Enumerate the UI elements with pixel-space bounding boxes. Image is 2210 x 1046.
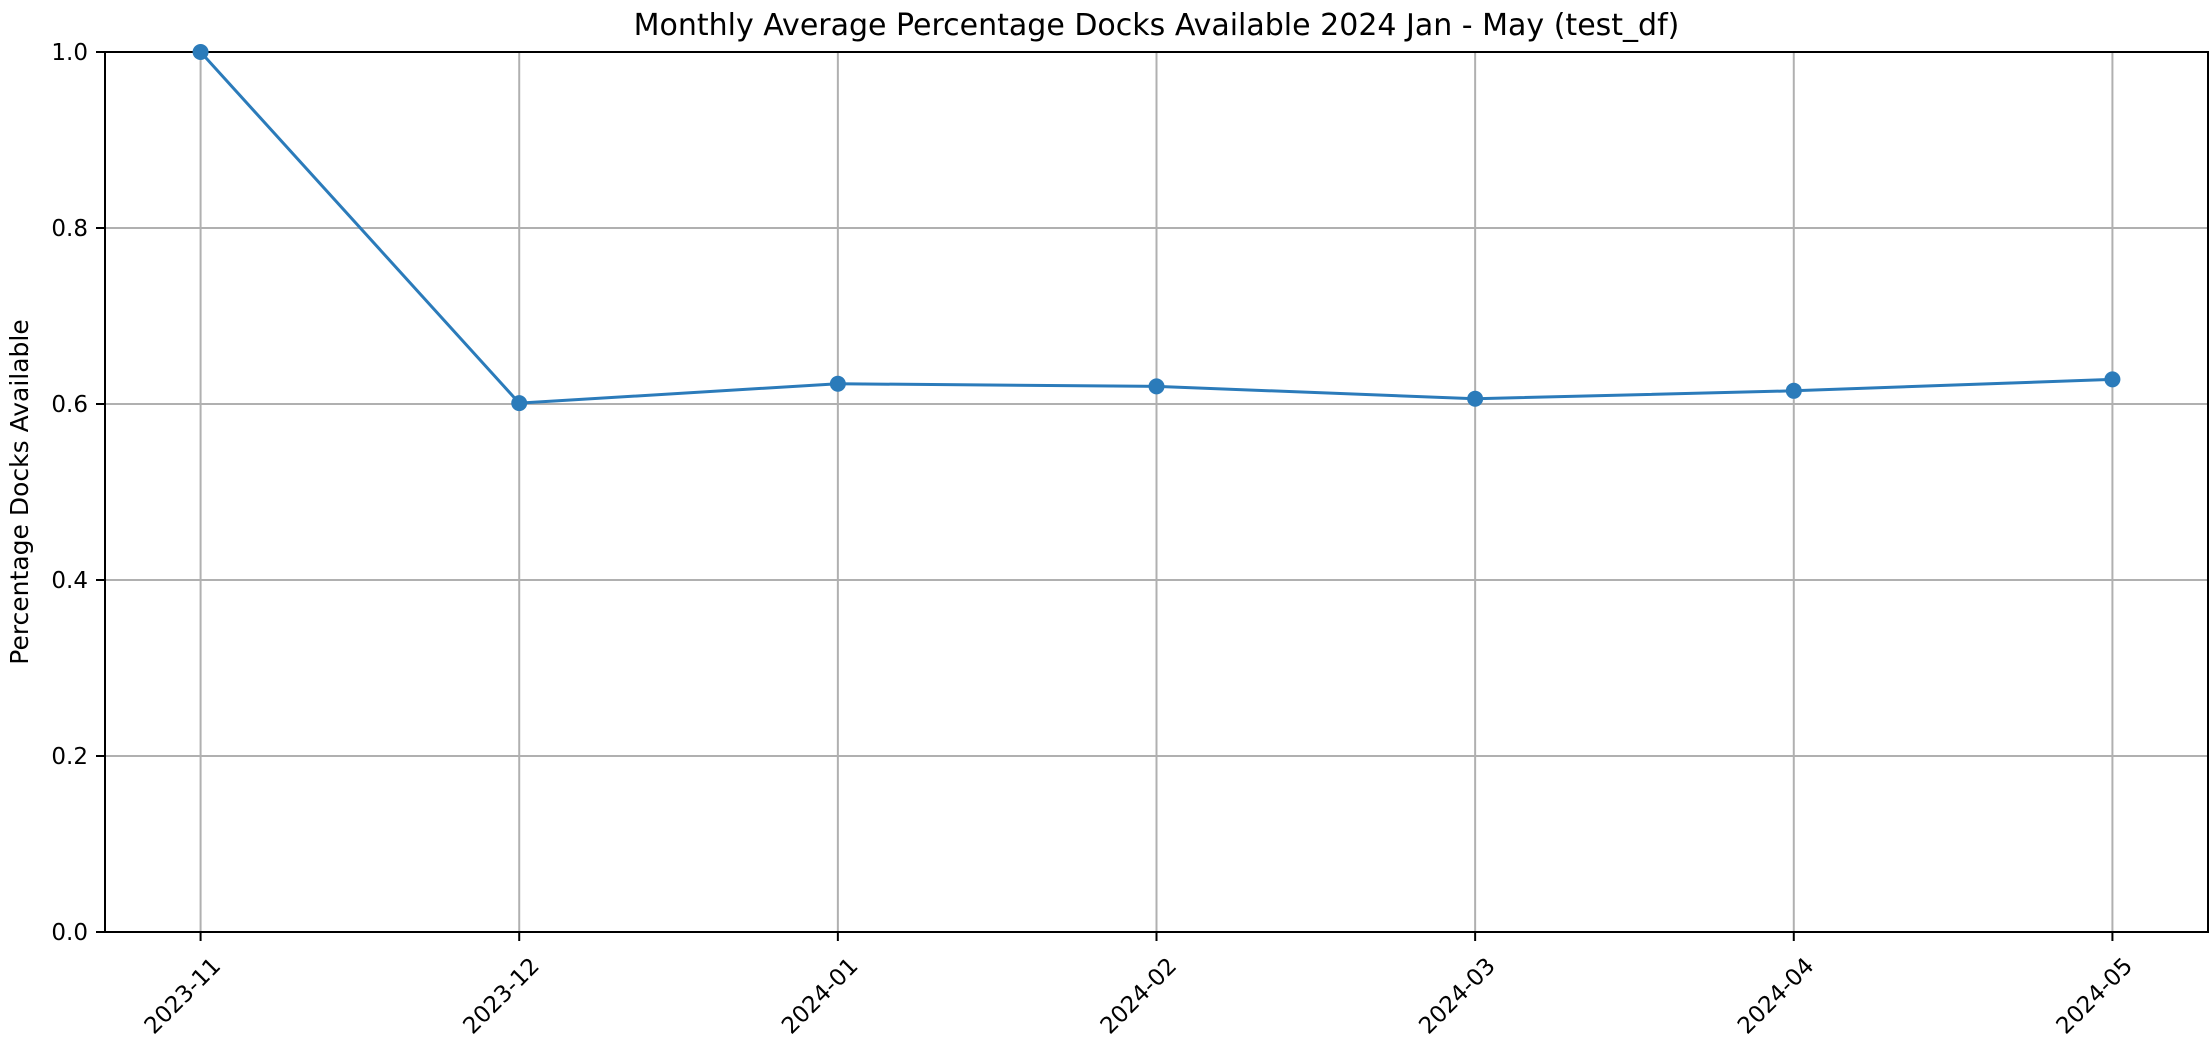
y-tick-label: 0.0 bbox=[51, 920, 88, 946]
data-point bbox=[1467, 390, 1484, 407]
x-tick-label: 2023-12 bbox=[458, 953, 544, 1039]
chart-title: Monthly Average Percentage Docks Availab… bbox=[634, 8, 1680, 43]
y-tick-label: 0.8 bbox=[51, 216, 88, 242]
series bbox=[192, 44, 2121, 412]
data-point bbox=[1785, 382, 1802, 399]
y-tick-label: 1.0 bbox=[51, 40, 88, 66]
x-tick-label: 2024-04 bbox=[1733, 953, 1819, 1039]
x-tick-label: 2024-02 bbox=[1096, 953, 1182, 1039]
y-axis-label: Percentage Docks Available bbox=[5, 319, 34, 664]
axis-ticks: 2023-11 2023-12 2024-01 2024-02 2024-03 2024-… bbox=[51, 40, 2138, 1040]
x-tick-label: 2024-01 bbox=[777, 953, 863, 1039]
data-point bbox=[829, 375, 846, 392]
grid bbox=[105, 51, 2208, 933]
y-tick-label: 0.4 bbox=[51, 568, 88, 594]
data-point bbox=[192, 44, 209, 60]
y-tick-label: 0.2 bbox=[51, 744, 88, 770]
y-tick-label: 0.6 bbox=[51, 392, 88, 418]
data-point bbox=[2104, 371, 2121, 388]
data-point bbox=[1148, 378, 1165, 395]
data-point bbox=[511, 395, 528, 412]
x-tick-label: 2023-11 bbox=[140, 953, 226, 1039]
x-tick-label: 2024-05 bbox=[2052, 953, 2138, 1039]
x-tick-label: 2024-03 bbox=[1414, 953, 1500, 1039]
